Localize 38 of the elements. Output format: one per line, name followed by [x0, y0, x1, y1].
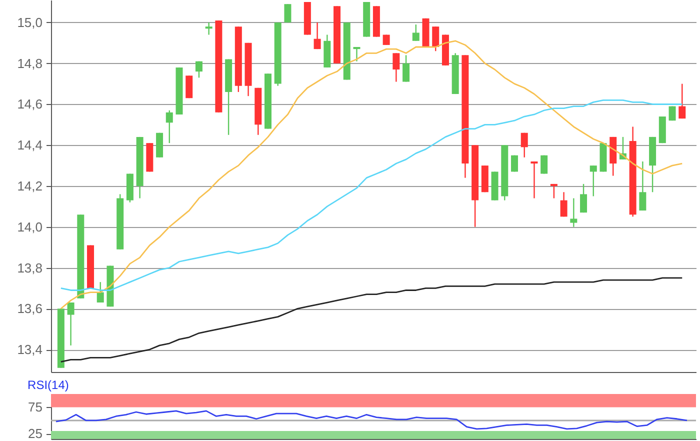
y-tick-label: 14,8 — [17, 56, 42, 71]
candlestick — [530, 160, 538, 199]
candlestick — [550, 183, 558, 199]
candlestick — [432, 26, 440, 52]
y-tick-label: 13,8 — [17, 260, 42, 276]
y-tick-label: 25 — [28, 426, 42, 441]
candlestick — [96, 281, 104, 304]
candlestick — [520, 132, 528, 158]
y-tick-label: 14,4 — [17, 138, 42, 153]
candlestick — [639, 160, 646, 212]
y-tick-label: 13,6 — [17, 301, 42, 316]
candlestick — [186, 75, 193, 99]
line-series — [55, 410, 688, 430]
candlestick — [580, 183, 588, 214]
line-series — [60, 277, 683, 362]
candlestick — [678, 83, 686, 120]
line-series — [60, 99, 683, 291]
candlestick — [412, 24, 420, 42]
candlestick — [402, 54, 410, 82]
candlestick — [353, 46, 360, 62]
candlestick — [205, 22, 212, 36]
candlestick — [67, 302, 74, 346]
candlestick — [570, 198, 578, 228]
y-tick-label: 75 — [28, 400, 42, 415]
candlestick — [314, 22, 321, 50]
y-tick-label: 14,6 — [17, 96, 42, 112]
candlestick — [590, 164, 597, 197]
chart-title: RSI(14) — [28, 378, 69, 392]
candlestick — [392, 52, 400, 82]
candlestick — [284, 3, 292, 24]
candlestick — [195, 60, 202, 78]
y-tick-label: 14,0 — [17, 219, 42, 234]
y-tick-label: 13,4 — [17, 342, 42, 358]
y-tick-label: 15,0 — [17, 14, 42, 30]
candlestick — [166, 110, 173, 144]
candlestick — [560, 192, 568, 218]
y-tick-label: 14,2 — [17, 178, 42, 194]
candlestick — [382, 34, 390, 46]
